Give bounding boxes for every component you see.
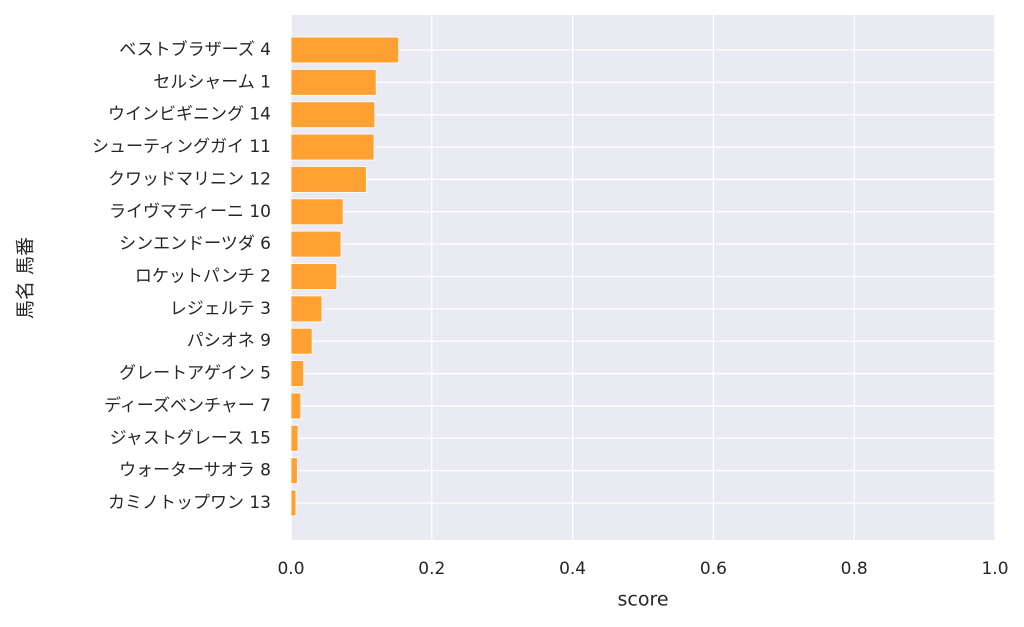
bar [290, 424, 299, 452]
y-tick-label: シンエンドーツダ 6 [119, 234, 271, 254]
y-tick-label: ジャストグレース 15 [110, 428, 271, 448]
bar [290, 457, 298, 484]
bar [290, 263, 338, 290]
y-axis-label: 馬名 馬番 [15, 237, 37, 319]
y-tick-label: クワッドマリニン 12 [108, 169, 271, 189]
y-tick-label: ウォーターサオラ 8 [119, 461, 271, 481]
bar [290, 489, 297, 517]
x-axis-label: score [617, 589, 668, 611]
x-tick-label: 0.4 [559, 559, 586, 579]
y-tick-label: セルシャーム 1 [153, 72, 271, 92]
y-tick-label: パシオネ 9 [187, 331, 271, 351]
y-tick-label: ウインビギニング 14 [108, 105, 271, 125]
y-tick-label: ロケットパンチ 2 [135, 267, 271, 287]
bar [290, 101, 376, 129]
bar [290, 198, 344, 226]
y-tick-label: カミノトップワン 13 [108, 493, 271, 513]
x-tick-label: 0.6 [700, 559, 727, 579]
x-tick-label: 0.0 [277, 559, 304, 579]
bar [290, 69, 377, 96]
bar [290, 295, 323, 323]
y-tick-label: ディーズベンチャー 7 [104, 395, 271, 416]
bar [290, 360, 305, 387]
bar [290, 327, 313, 355]
bar [290, 392, 302, 420]
bar [290, 166, 367, 193]
x-tick-label: 0.8 [841, 559, 868, 579]
bar [290, 230, 342, 258]
plot-area [291, 15, 995, 540]
bar [290, 36, 400, 64]
x-tick-label: 1.0 [981, 559, 1008, 579]
y-tick-label: グレートアゲイン 5 [119, 364, 271, 384]
y-tick-label: シューティングガイ 11 [92, 137, 271, 157]
y-tick-label: ライヴマティーニ 10 [109, 202, 271, 222]
x-tick-label: 0.2 [418, 559, 445, 579]
bar [290, 133, 375, 161]
y-tick-label: レジェルテ 3 [170, 299, 271, 319]
y-tick-label: ベストブラザーズ 4 [119, 39, 271, 60]
